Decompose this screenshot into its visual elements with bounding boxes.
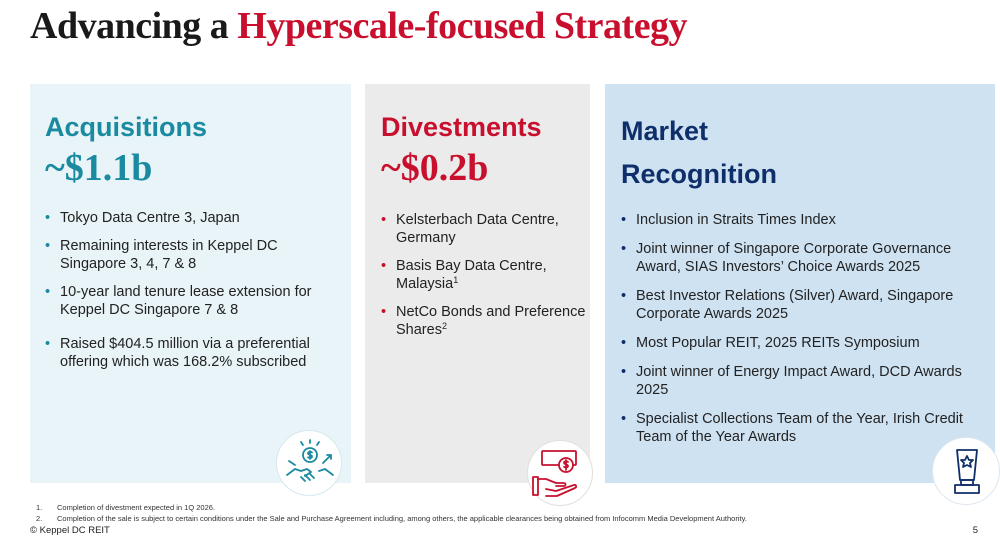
acquisitions-amount: ~$1.1b xyxy=(45,147,153,189)
footnote-number: 1. xyxy=(36,503,43,512)
page-title: Advancing a Hyperscale-focused Strategy xyxy=(30,4,688,48)
list-item: 10-year land tenure lease extension for … xyxy=(45,283,345,319)
footnote-ref: 2 xyxy=(441,321,447,331)
footnote: 1. Completion of divestment expected in … xyxy=(36,502,747,513)
list-item: Basis Bay Data Centre, Malaysia1 xyxy=(381,257,586,293)
acquisitions-panel: Acquisitions ~$1.1b Tokyo Data Centre 3,… xyxy=(30,84,351,483)
list-item: Joint winner of Energy Impact Award, DCD… xyxy=(621,363,991,399)
divestments-panel: Divestments ~$0.2b Kelsterbach Data Cent… xyxy=(365,84,590,483)
list-item-text: Kelsterbach Data Centre, Germany xyxy=(396,212,559,246)
list-item: Joint winner of Singapore Corporate Gove… xyxy=(621,240,991,276)
handshake-dollar-icon xyxy=(286,439,334,482)
trophy-star-icon xyxy=(954,449,980,494)
footnote-text: Completion of the sale is subject to cer… xyxy=(57,514,747,523)
market-recognition-icon-badge xyxy=(932,437,1000,505)
list-item: Specialist Collections Team of the Year,… xyxy=(621,410,991,446)
copyright: © Keppel DC REIT xyxy=(30,525,110,536)
footnote-text: Completion of divestment expected in 1Q … xyxy=(57,503,216,512)
footnotes: 1. Completion of divestment expected in … xyxy=(36,502,747,524)
list-item: Raised $404.5 million via a preferential… xyxy=(45,335,345,371)
title-part-1: Advancing a xyxy=(30,5,238,47)
market-recognition-panel: Market Recognition Inclusion in Straits … xyxy=(605,84,995,483)
divestments-heading: Divestments xyxy=(381,112,542,142)
list-item: Kelsterbach Data Centre, Germany xyxy=(381,211,586,247)
list-item: Tokyo Data Centre 3, Japan xyxy=(45,209,345,227)
list-item-text: NetCo Bonds and Preference Shares xyxy=(396,304,586,338)
market-recognition-heading: Market Recognition xyxy=(621,116,777,189)
list-item: Remaining interests in Keppel DC Singapo… xyxy=(45,237,345,273)
market-recognition-list: Inclusion in Straits Times Index Joint w… xyxy=(621,211,991,457)
list-item-text: Basis Bay Data Centre, Malaysia xyxy=(396,258,547,292)
acquisitions-heading: Acquisitions xyxy=(45,112,208,142)
page-number: 5 xyxy=(972,525,978,536)
divestments-list: Kelsterbach Data Centre, Germany Basis B… xyxy=(381,211,586,349)
footnote-number: 2. xyxy=(36,514,43,523)
title-part-2: Hyperscale-focused Strategy xyxy=(237,5,688,47)
acquisitions-icon-badge xyxy=(276,430,342,496)
footnote-ref: 1 xyxy=(453,275,459,285)
divestments-icon-badge xyxy=(527,440,593,506)
hand-money-icon xyxy=(532,450,577,497)
footnote: 2. Completion of the sale is subject to … xyxy=(36,513,747,524)
list-item: Best Investor Relations (Silver) Award, … xyxy=(621,287,991,323)
divestments-amount: ~$0.2b xyxy=(381,147,489,189)
acquisitions-list: Tokyo Data Centre 3, Japan Remaining int… xyxy=(45,209,345,381)
list-item: Inclusion in Straits Times Index xyxy=(621,211,991,229)
list-item: NetCo Bonds and Preference Shares2 xyxy=(381,303,586,339)
list-item: Most Popular REIT, 2025 REITs Symposium xyxy=(621,334,991,352)
